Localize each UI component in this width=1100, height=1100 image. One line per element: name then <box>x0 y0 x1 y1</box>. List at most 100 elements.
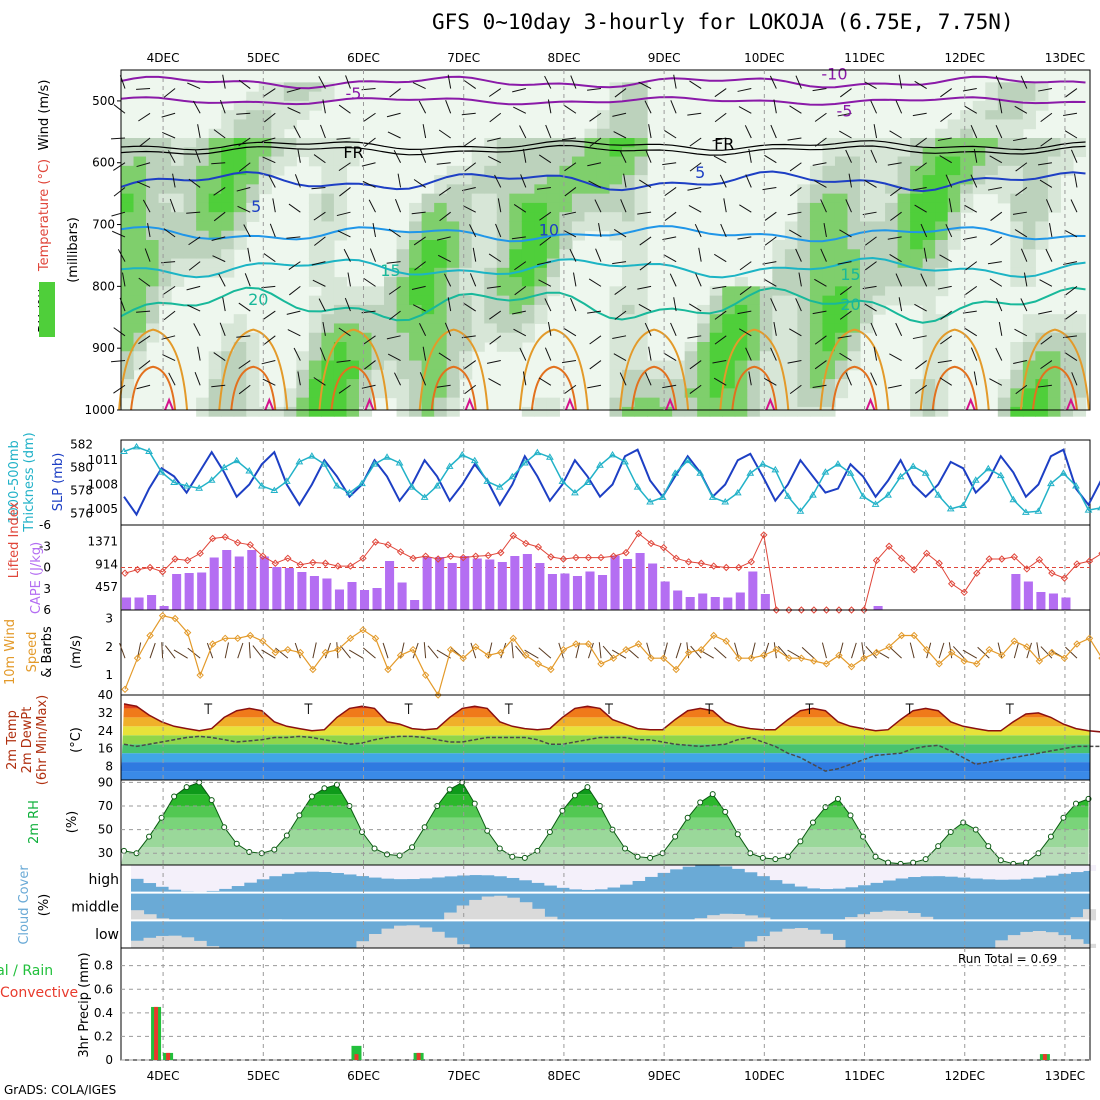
rh-cell <box>609 138 623 148</box>
wind-barb <box>695 273 702 287</box>
rh-cell <box>133 230 147 241</box>
rh-point <box>634 853 641 860</box>
warm-isotherm-arch <box>530 365 577 411</box>
rh-cell <box>822 304 836 315</box>
rh-cell <box>496 221 510 232</box>
cloud-cover-clear <box>669 865 683 870</box>
wind-barb <box>612 261 627 265</box>
rh-cell <box>985 82 999 93</box>
rh-cell <box>709 351 723 362</box>
rh-cell <box>922 397 936 408</box>
rh-cell <box>634 230 648 241</box>
rh-cell <box>321 212 335 222</box>
wind-barb <box>111 230 126 238</box>
rh-cell <box>935 202 949 213</box>
thickness-point <box>821 468 830 475</box>
rh-cell <box>121 369 135 380</box>
wind-barb <box>439 211 451 222</box>
lifted-index-point <box>346 562 355 570</box>
rh-cell <box>321 323 335 334</box>
rh-cell <box>834 202 849 213</box>
wind-speed-point <box>146 631 154 640</box>
rh-cell <box>146 230 160 241</box>
rh-band <box>121 847 1089 865</box>
wind-barb <box>1015 384 1028 395</box>
rh-cell <box>559 230 573 241</box>
rh-cell <box>333 202 348 213</box>
rh-cell <box>872 240 886 250</box>
rh-cell <box>1022 406 1036 417</box>
cloud-cover-clear <box>769 931 783 948</box>
wind-barb <box>394 372 402 386</box>
thickness-point <box>921 469 930 476</box>
thickness-point <box>809 491 817 498</box>
lifted-index-point <box>259 552 267 560</box>
rh-cell <box>922 138 936 148</box>
rh-cell <box>521 138 535 148</box>
rh-cell <box>496 184 510 195</box>
rh-cell <box>509 165 523 176</box>
rh-cell <box>784 342 798 352</box>
rh-cell <box>346 351 360 362</box>
pressure-tick-label: 1000 <box>84 403 115 417</box>
wind-barb <box>238 137 251 147</box>
thickness-point <box>646 498 654 505</box>
wind-barb <box>337 230 351 238</box>
cloud-cover-clear <box>1070 865 1084 873</box>
rh-cell <box>935 267 949 278</box>
wind-barb <box>623 173 627 188</box>
rh-cell <box>346 388 360 399</box>
rh-cell <box>922 277 936 287</box>
wind-speed-point <box>659 654 668 662</box>
cloud-cover-clear <box>1032 930 1046 948</box>
rh-cell <box>822 193 836 204</box>
wind-barb <box>669 273 677 287</box>
surface-wind-barb <box>575 642 581 659</box>
rh-cell <box>596 212 611 222</box>
rh-cell <box>1072 314 1087 324</box>
rh-cell <box>346 360 360 371</box>
warm-isotherm-arch <box>719 328 790 411</box>
wind-barb <box>812 162 827 166</box>
rh-cell <box>371 304 385 315</box>
rh-cell <box>947 175 961 185</box>
rh-cell <box>133 249 147 260</box>
rh-cell <box>246 360 260 371</box>
rh-cell <box>1010 230 1024 241</box>
cape-bar <box>184 573 194 610</box>
rh-point <box>421 824 428 831</box>
wind-barb <box>789 105 802 114</box>
wind-barb <box>964 204 978 213</box>
wind-barb <box>1023 272 1028 287</box>
rh-point <box>233 840 240 847</box>
rh-cell <box>860 277 874 287</box>
wind-barb <box>748 371 752 386</box>
rh-cell <box>1072 332 1087 343</box>
rh-cell <box>158 175 172 185</box>
rh-cell <box>321 165 335 176</box>
rh-cell <box>121 175 135 185</box>
thickness-point <box>934 491 943 498</box>
rh-point <box>559 807 566 814</box>
wind-barb <box>1038 310 1053 315</box>
cloud-cover-clear <box>406 865 420 880</box>
wind-barb <box>369 248 376 262</box>
rh-cell <box>283 156 297 167</box>
wind-barb <box>990 236 1003 246</box>
rh-cell <box>772 388 786 399</box>
cloud-cover-clear <box>506 897 520 921</box>
temp-band <box>121 726 1090 736</box>
cloud-cover-clear <box>456 905 470 921</box>
wind-barb <box>864 236 877 246</box>
rh-cell <box>759 388 773 399</box>
rh-cell <box>822 230 836 241</box>
rh-cell <box>496 267 510 278</box>
cloud-level-label: high <box>88 872 119 888</box>
rh-cell <box>246 184 260 195</box>
rh-cell <box>396 369 410 380</box>
wind-barb <box>1039 279 1053 287</box>
rh-cell <box>133 360 147 371</box>
surface-wind-barb <box>763 642 770 659</box>
rh-point <box>985 843 992 850</box>
